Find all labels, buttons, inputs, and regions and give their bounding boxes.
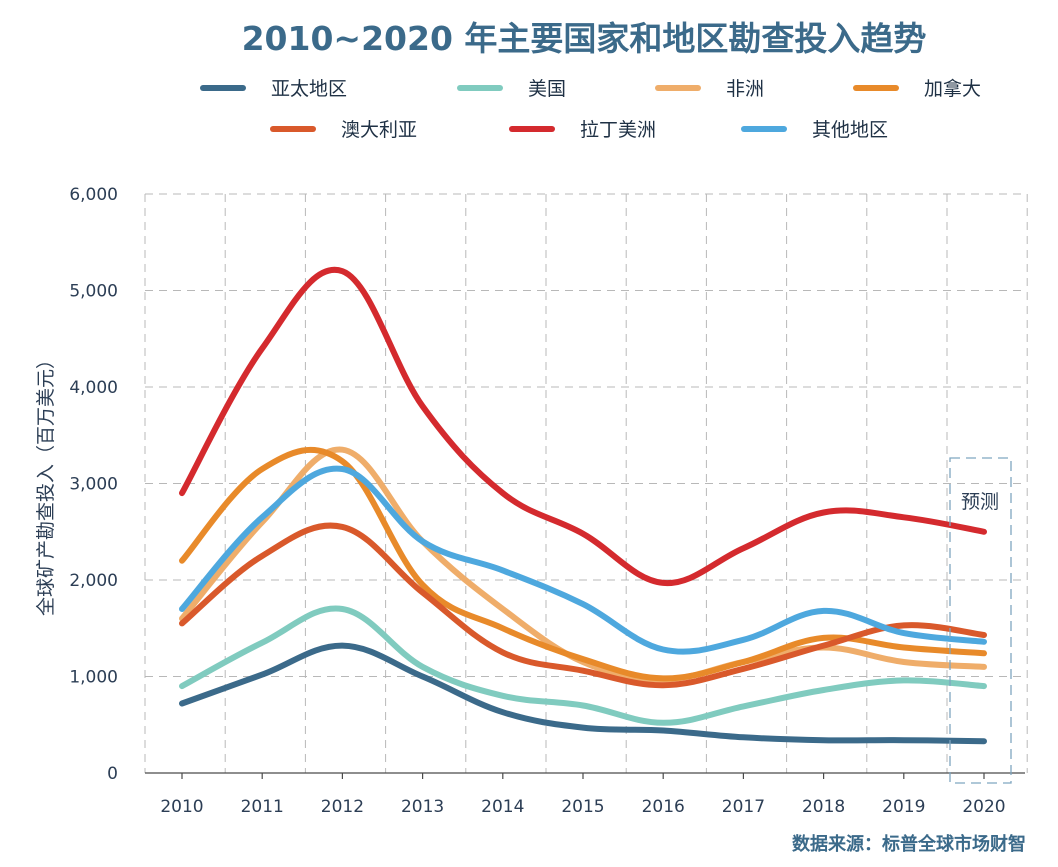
x-axis: 2010 2011 2012 2013 2014 2015 2016 2017 2018 2019… xyxy=(145,772,1025,817)
legend-label: 其他地区 xyxy=(812,119,888,141)
legend-label: 亚太地区 xyxy=(271,78,347,100)
y-tick-label: 0 xyxy=(107,764,118,784)
y-tick-label: 3,000 xyxy=(69,475,118,495)
x-tick-label: 2019 xyxy=(882,797,925,817)
y-axis-label: 全球矿产勘查投入（百万美元） xyxy=(35,350,57,616)
forecast-box xyxy=(949,457,1012,784)
series-line-6 xyxy=(179,266,987,586)
grid xyxy=(144,193,1028,773)
legend-label: 非洲 xyxy=(726,78,764,100)
y-tick-label: 5,000 xyxy=(69,282,118,302)
x-tick-label: 2018 xyxy=(802,797,845,817)
x-tick-label: 2012 xyxy=(321,797,364,817)
series-line-4 xyxy=(179,446,987,682)
series-group xyxy=(179,266,987,745)
series-line-1 xyxy=(179,642,987,745)
series-line-2 xyxy=(179,605,987,726)
legend-label: 美国 xyxy=(528,78,566,100)
x-tick-label: 2020 xyxy=(962,797,1005,817)
y-tick-label: 4,000 xyxy=(69,378,118,398)
forecast-label: 预测 xyxy=(961,491,999,513)
x-tick-label: 2017 xyxy=(722,797,765,817)
chart-title: 2010~2020 年主要国家和地区勘查投入趋势 xyxy=(242,19,927,58)
legend-label: 加拿大 xyxy=(924,77,981,100)
y-axis: 0 1,000 2,000 3,000 4,000 5,000 6,000 xyxy=(69,185,118,784)
legend-label: 澳大利亚 xyxy=(341,119,417,141)
x-tick-label: 2015 xyxy=(561,797,604,817)
x-tick-label: 2011 xyxy=(241,797,284,817)
series-line-5 xyxy=(179,522,987,689)
y-tick-label: 2,000 xyxy=(69,571,118,591)
x-tick-label: 2016 xyxy=(642,797,685,817)
series-line-7 xyxy=(179,465,987,655)
x-tick-label: 2014 xyxy=(481,797,524,817)
y-tick-label: 6,000 xyxy=(69,185,118,205)
legend-label: 拉丁美洲 xyxy=(580,119,656,141)
source-note: 数据来源：标普全球市场财智 xyxy=(792,833,1026,855)
y-tick-label: 1,000 xyxy=(69,668,118,688)
x-tick-label: 2013 xyxy=(401,797,444,817)
x-tick-label: 2010 xyxy=(160,797,203,817)
